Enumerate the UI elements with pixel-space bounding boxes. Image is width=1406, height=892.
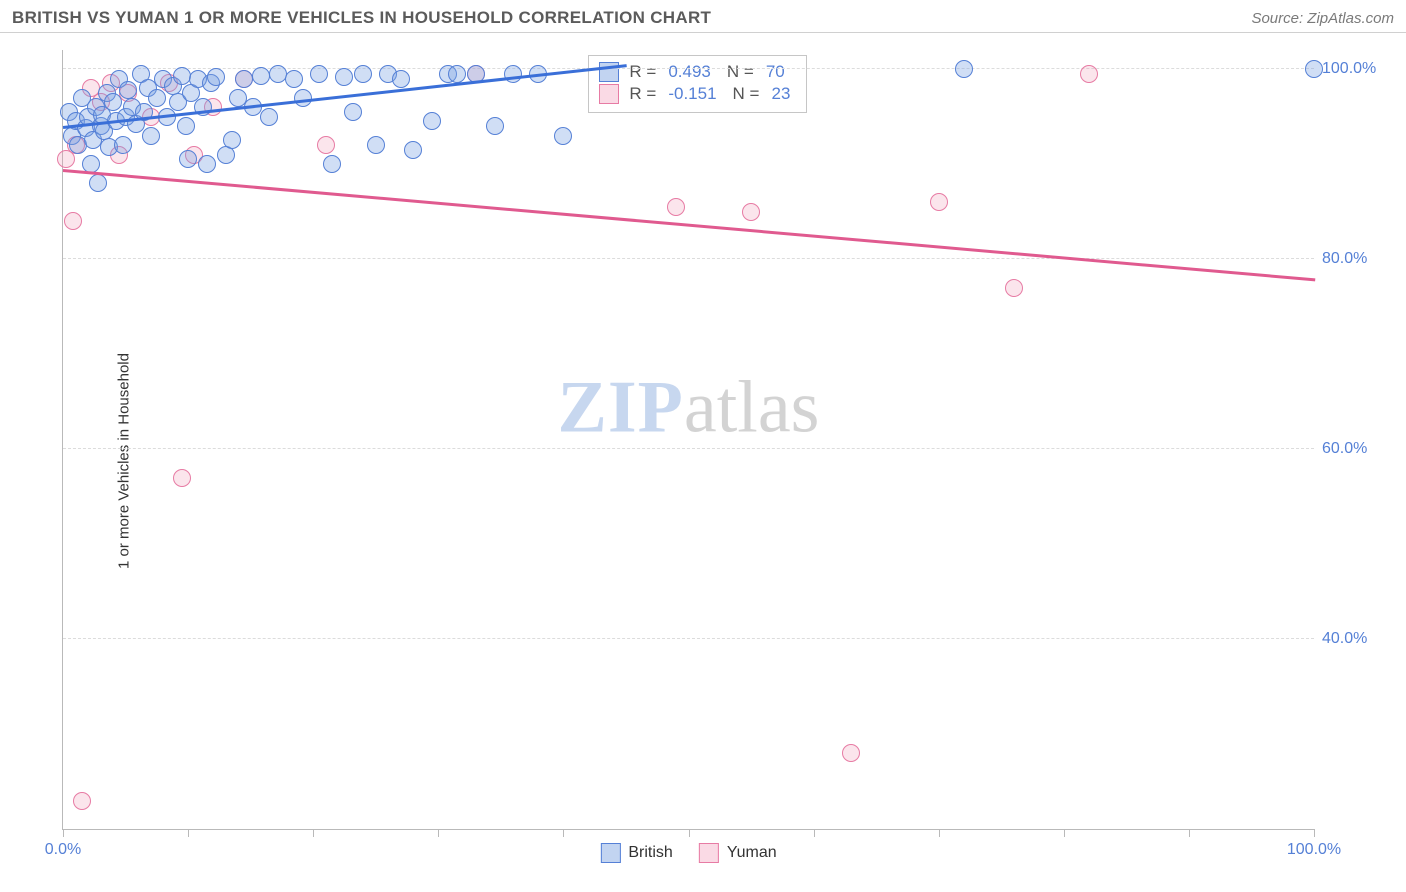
watermark: ZIPatlas <box>558 366 820 451</box>
x-tick <box>1064 829 1065 837</box>
data-point <box>930 193 948 211</box>
blue-swatch-icon <box>600 843 620 863</box>
data-point <box>486 117 504 135</box>
data-point <box>198 155 216 173</box>
r-value-british: 0.493 <box>668 62 711 82</box>
x-tick <box>563 829 564 837</box>
data-point <box>119 81 137 99</box>
x-tick <box>188 829 189 837</box>
data-point <box>842 744 860 762</box>
n-value-british: 70 <box>766 62 785 82</box>
chart-source: Source: ZipAtlas.com <box>1251 10 1394 27</box>
data-point <box>1080 65 1098 83</box>
y-tick-label: 80.0% <box>1322 250 1386 268</box>
data-point <box>177 117 195 135</box>
y-tick-label: 100.0% <box>1322 60 1386 78</box>
legend-item-yuman: Yuman <box>699 843 777 863</box>
data-point <box>294 89 312 107</box>
watermark-part2: atlas <box>684 367 820 449</box>
data-point <box>367 136 385 154</box>
gridline <box>63 448 1314 449</box>
data-point <box>1005 279 1023 297</box>
data-point <box>504 65 522 83</box>
data-point <box>392 70 410 88</box>
legend: British Yuman <box>600 843 776 863</box>
x-tick <box>63 829 64 837</box>
data-point <box>64 212 82 230</box>
chart-header: BRITISH VS YUMAN 1 OR MORE VEHICLES IN H… <box>0 0 1406 33</box>
data-point <box>354 65 372 83</box>
data-point <box>285 70 303 88</box>
legend-label-yuman: Yuman <box>727 844 777 862</box>
data-point <box>114 136 132 154</box>
plot-area: ZIPatlas R = 0.493 N = 70 R = -0.151 N =… <box>62 50 1314 830</box>
watermark-part1: ZIP <box>558 367 684 449</box>
data-point <box>252 67 270 85</box>
x-tick <box>1189 829 1190 837</box>
x-tick <box>1314 829 1315 837</box>
data-point <box>955 60 973 78</box>
data-point <box>323 155 341 173</box>
stats-row-yuman: R = -0.151 N = 23 <box>599 84 796 104</box>
chart-title: BRITISH VS YUMAN 1 OR MORE VEHICLES IN H… <box>12 8 711 28</box>
data-point <box>173 67 191 85</box>
x-tick <box>814 829 815 837</box>
x-tick <box>438 829 439 837</box>
pink-swatch-icon <box>699 843 719 863</box>
trend-line <box>63 169 1315 281</box>
data-point <box>667 198 685 216</box>
gridline <box>63 258 1314 259</box>
n-label: N = <box>727 62 754 82</box>
r-label: R = <box>629 62 656 82</box>
gridline <box>63 638 1314 639</box>
data-point <box>742 203 760 221</box>
r-label: R = <box>629 84 656 104</box>
legend-label-british: British <box>628 844 672 862</box>
data-point <box>260 108 278 126</box>
legend-item-british: British <box>600 843 672 863</box>
data-point <box>148 89 166 107</box>
x-tick <box>689 829 690 837</box>
x-tick <box>313 829 314 837</box>
data-point <box>344 103 362 121</box>
data-point <box>310 65 328 83</box>
data-point <box>269 65 287 83</box>
data-point <box>335 68 353 86</box>
data-point <box>142 127 160 145</box>
x-tick-label: 100.0% <box>1287 841 1341 859</box>
y-tick-label: 40.0% <box>1322 630 1386 648</box>
chart-container: 1 or more Vehicles in Household ZIPatlas… <box>12 42 1394 880</box>
r-value-yuman: -0.151 <box>668 84 716 104</box>
stats-row-british: R = 0.493 N = 70 <box>599 62 796 82</box>
n-label: N = <box>733 84 760 104</box>
data-point <box>1305 60 1323 78</box>
y-tick-label: 60.0% <box>1322 440 1386 458</box>
data-point <box>223 131 241 149</box>
data-point <box>317 136 335 154</box>
data-point <box>554 127 572 145</box>
data-point <box>73 792 91 810</box>
gridline <box>63 68 1314 69</box>
x-tick-label: 0.0% <box>45 841 81 859</box>
pink-swatch-icon <box>599 84 619 104</box>
x-tick <box>939 829 940 837</box>
data-point <box>179 150 197 168</box>
data-point <box>423 112 441 130</box>
data-point <box>89 174 107 192</box>
data-point <box>207 68 225 86</box>
data-point <box>404 141 422 159</box>
n-value-yuman: 23 <box>771 84 790 104</box>
data-point <box>448 65 466 83</box>
data-point <box>235 70 253 88</box>
data-point <box>173 469 191 487</box>
